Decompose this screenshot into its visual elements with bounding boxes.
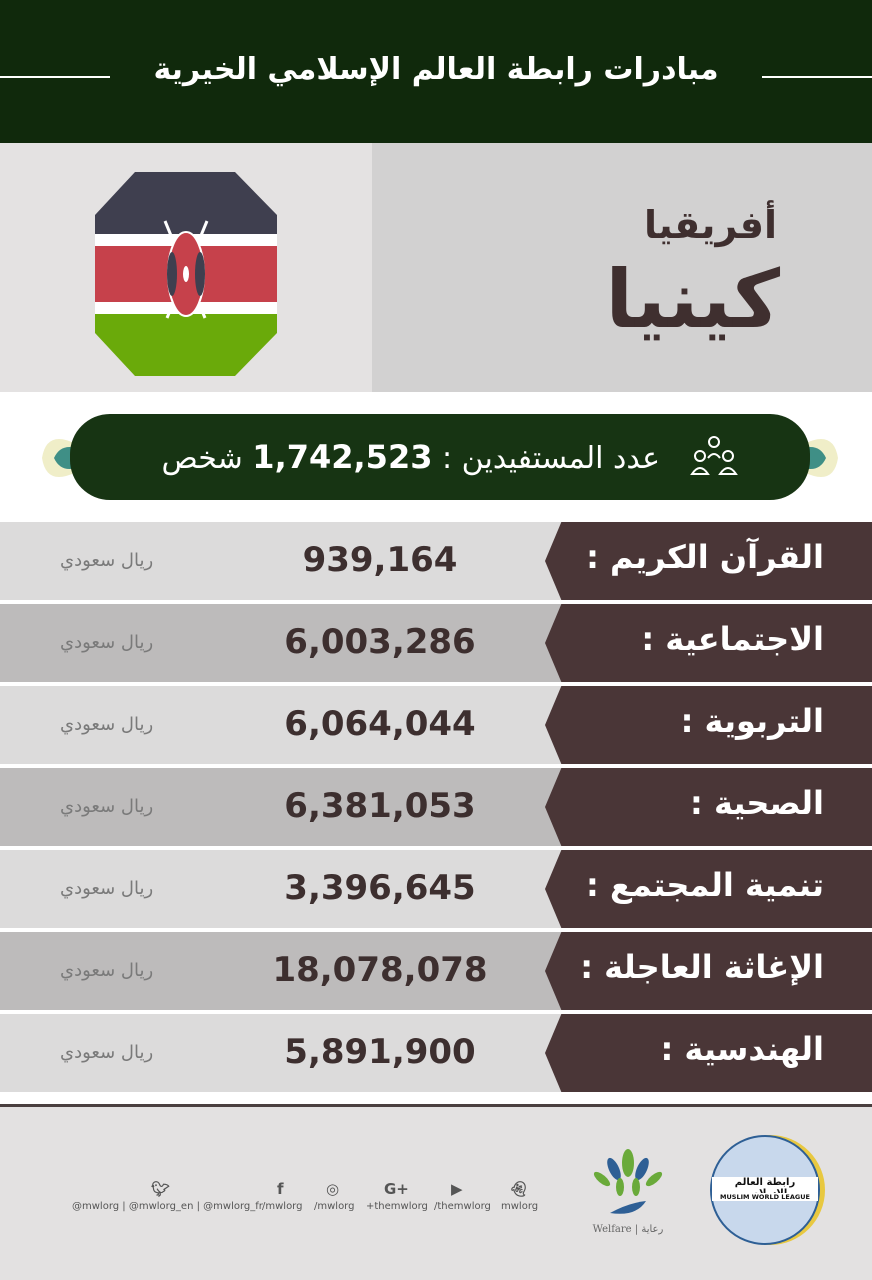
facebook-icon[interactable]: f bbox=[277, 1180, 284, 1198]
kenya-flag-icon bbox=[95, 172, 277, 376]
category-label-box: الهندسية : bbox=[545, 1014, 872, 1092]
mwl-logo-en: MUSLIM WORLD LEAGUE bbox=[712, 1193, 818, 1201]
currency-label: ريال سعودي bbox=[60, 550, 154, 571]
people-group-icon bbox=[690, 436, 738, 475]
currency-label: ريال سعودي bbox=[60, 960, 154, 981]
category-label: الهندسية : bbox=[660, 1030, 824, 1068]
googleplus-handle[interactable]: +themwlorg bbox=[366, 1201, 428, 1212]
amount-value: 3,396,645 bbox=[284, 868, 476, 908]
welfare-logo: Welfare | رعاية bbox=[580, 1145, 676, 1240]
funding-row: ريال سعودي 5,891,900 الهندسية : bbox=[0, 1014, 872, 1092]
category-label: القرآن الكريم : bbox=[586, 538, 824, 576]
welfare-logo-text: Welfare | رعاية bbox=[592, 1224, 664, 1235]
funding-row: ريال سعودي 6,381,053 الصحية : bbox=[0, 768, 872, 846]
facebook-handle[interactable]: /mwlorg bbox=[262, 1201, 303, 1212]
funding-row: ريال سعودي 939,164 القرآن الكريم : bbox=[0, 522, 872, 600]
funding-row: ريال سعودي 3,396,645 تنمية المجتمع : bbox=[0, 850, 872, 928]
amount-value: 939,164 bbox=[302, 540, 458, 580]
flag-panel bbox=[0, 143, 372, 392]
category-label-box: الإغاثة العاجلة : bbox=[545, 932, 872, 1010]
instagram-handle[interactable]: /mwlorg bbox=[314, 1201, 355, 1212]
category-label-box: تنمية المجتمع : bbox=[545, 850, 872, 928]
tree-hand-icon bbox=[593, 1149, 663, 1214]
category-label: التربوية : bbox=[680, 702, 824, 740]
currency-label: ريال سعودي bbox=[60, 632, 154, 653]
snapchat-icon[interactable]: 👻︎ bbox=[509, 1180, 529, 1198]
mwl-logo: رابطة العالم الإسلامي MUSLIM WORLD LEAGU… bbox=[710, 1135, 820, 1245]
category-label-box: القرآن الكريم : bbox=[545, 522, 872, 600]
twitter-icon[interactable]: 🐦︎ bbox=[151, 1180, 171, 1198]
beneficiaries-unit: شخص bbox=[161, 441, 243, 476]
header: مبادرات رابطة العالم الإسلامي الخيرية bbox=[0, 0, 872, 143]
currency-label: ريال سعودي bbox=[60, 796, 154, 817]
snapchat-handle[interactable]: mwlorg bbox=[501, 1201, 539, 1212]
amount-value: 18,078,078 bbox=[272, 950, 488, 990]
twitter-handles[interactable]: @mwlorg | @mwlorg_en | @mwlorg_fr bbox=[72, 1201, 263, 1212]
funding-row: ريال سعودي 18,078,078 الإغاثة العاجلة : bbox=[0, 932, 872, 1010]
category-label: تنمية المجتمع : bbox=[586, 866, 824, 904]
region-label: أفريقيا bbox=[644, 203, 777, 247]
funding-row: ريال سعودي 6,003,286 الاجتماعية : bbox=[0, 604, 872, 682]
currency-label: ريال سعودي bbox=[60, 714, 154, 735]
category-label: الصحية : bbox=[690, 784, 824, 822]
instagram-icon[interactable]: ◎ bbox=[326, 1180, 340, 1198]
beneficiaries-banner: عدد المستفيدين : 1,742,523 شخص bbox=[70, 414, 810, 500]
currency-label: ريال سعودي bbox=[60, 1042, 154, 1063]
country-name-panel: أفريقيا كينيا bbox=[372, 143, 872, 392]
category-label: الإغاثة العاجلة : bbox=[580, 948, 824, 986]
category-label-box: التربوية : bbox=[545, 686, 872, 764]
beneficiaries-count: 1,742,523 bbox=[252, 438, 433, 476]
divider bbox=[0, 76, 110, 78]
country-name: كينيا bbox=[605, 253, 780, 346]
amount-value: 6,064,044 bbox=[284, 704, 476, 744]
google-plus-icon[interactable]: G+ bbox=[384, 1180, 409, 1198]
category-label-box: الصحية : bbox=[545, 768, 872, 846]
funding-row: ريال سعودي 6,064,044 التربوية : bbox=[0, 686, 872, 764]
divider bbox=[762, 76, 872, 78]
amount-value: 6,381,053 bbox=[284, 786, 476, 826]
category-label-box: الاجتماعية : bbox=[545, 604, 872, 682]
category-label: الاجتماعية : bbox=[641, 620, 824, 658]
youtube-handle[interactable]: /themwlorg bbox=[434, 1201, 491, 1212]
youtube-icon[interactable]: ▶ bbox=[451, 1180, 463, 1198]
amount-value: 5,891,900 bbox=[284, 1032, 476, 1072]
beneficiaries-label: عدد المستفيدين : bbox=[442, 441, 660, 476]
amount-value: 6,003,286 bbox=[284, 622, 476, 662]
page-title: مبادرات رابطة العالم الإسلامي الخيرية bbox=[153, 52, 719, 87]
divider bbox=[0, 1104, 872, 1107]
currency-label: ريال سعودي bbox=[60, 878, 154, 899]
country-section: أفريقيا كينيا bbox=[0, 143, 872, 392]
beneficiaries-text: عدد المستفيدين : 1,742,523 شخص bbox=[161, 438, 660, 476]
